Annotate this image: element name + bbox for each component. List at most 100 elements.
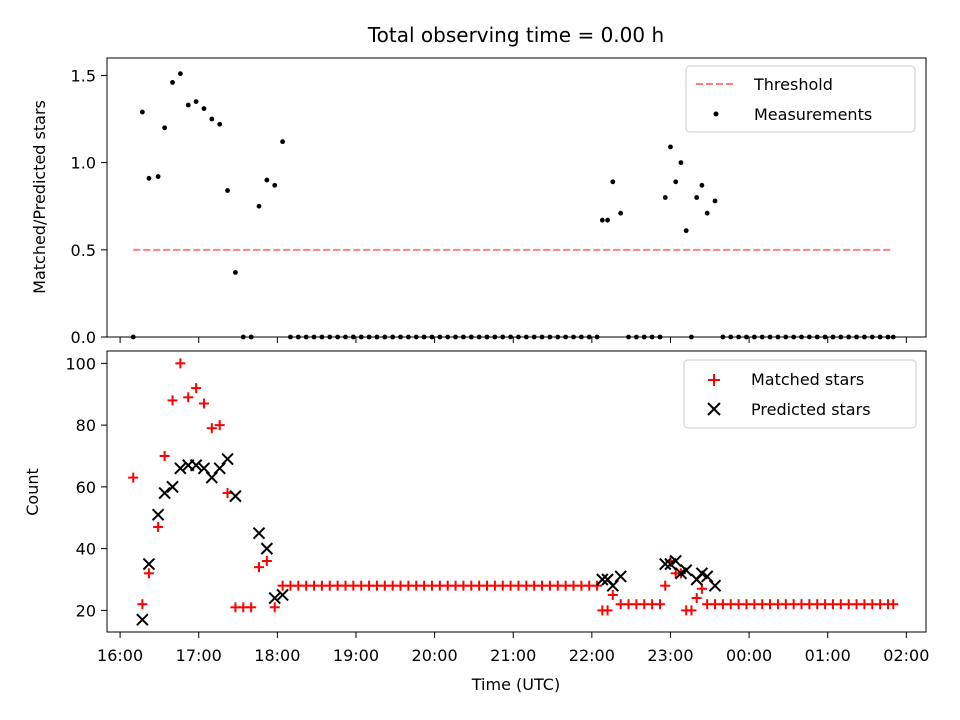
measurement-point	[673, 179, 679, 185]
measurement-points	[130, 71, 896, 340]
predicted-star-point	[596, 573, 609, 586]
measurement-point	[217, 121, 223, 127]
measurement-point	[162, 125, 168, 131]
measurement-point	[193, 99, 199, 104]
matched-star-point	[691, 593, 702, 604]
y-tick-label: 0.0	[71, 328, 96, 347]
matched-star-point	[222, 488, 233, 499]
measurement-point	[264, 177, 270, 183]
measurement-point	[280, 139, 285, 145]
measurement-point	[618, 210, 624, 216]
legend-predicted-swatch	[707, 402, 721, 416]
x-tick-label: 02:00	[883, 646, 929, 665]
top-y-axis-label: Matched/Predicted stars	[30, 100, 49, 294]
measurement-point	[668, 144, 673, 150]
matched-star-point	[167, 395, 178, 406]
y-tick-label: 1.0	[71, 154, 96, 173]
y-tick-label: 20	[76, 601, 96, 620]
measurement-point	[209, 116, 215, 122]
x-tick-label: 00:00	[726, 646, 772, 665]
y-tick-label: 80	[76, 416, 96, 435]
predicted-stars-points	[136, 452, 722, 626]
matched-star-point	[888, 599, 899, 610]
legend-matched-swatch	[708, 374, 720, 386]
matched-star-point	[254, 562, 265, 573]
measurement-point	[678, 160, 684, 166]
top-legend-box	[685, 65, 916, 133]
predicted-star-point	[158, 486, 171, 500]
x-tick-label: 01:00	[805, 646, 851, 665]
legend-matched-label: Matched stars	[751, 370, 864, 389]
x-tick-label: 21:00	[490, 646, 536, 665]
measurement-point	[605, 217, 610, 223]
measurement-point	[201, 106, 207, 111]
top-plot-frame	[106, 57, 927, 338]
matched-star-point	[159, 450, 170, 461]
matched-star-point	[128, 472, 139, 483]
x-tick-label: 19:00	[333, 646, 379, 665]
matched-star-point	[660, 580, 671, 591]
predicted-star-point	[166, 480, 179, 494]
chart-title: Total observing time = 0.00 h	[367, 23, 664, 47]
top-legend: Threshold Measurements	[685, 65, 916, 133]
predicted-star-point	[260, 542, 274, 555]
measurement-point	[712, 198, 718, 204]
predicted-star-point	[276, 588, 289, 602]
measurement-point	[683, 228, 689, 234]
measurement-point	[704, 210, 710, 216]
predicted-star-point	[679, 564, 693, 577]
predicted-star-point	[136, 613, 149, 626]
predicted-star-point	[174, 462, 187, 475]
y-tick-label: 60	[76, 478, 96, 497]
legend-threshold-label: Threshold	[753, 75, 833, 94]
predicted-star-point	[151, 508, 165, 521]
predicted-star-point	[252, 526, 266, 540]
matched-star-point	[137, 599, 148, 610]
matched-star-point	[214, 420, 225, 431]
x-tick-label: 22:00	[569, 646, 615, 665]
measurement-point	[610, 179, 616, 185]
measurement-point	[146, 175, 152, 181]
bottom-panel: 20 40 60 80 100 16:00 17:00 18:00 19:00 20:00 21:…	[23, 350, 929, 694]
matched-star-point	[175, 358, 186, 369]
x-axis-label: Time (UTC)	[471, 675, 560, 694]
predicted-star-point	[708, 579, 722, 592]
top-x-ticks	[119, 337, 907, 343]
measurement-point	[185, 102, 191, 108]
y-tick-label: 1.5	[71, 66, 96, 85]
measurement-point	[177, 71, 183, 77]
matched-star-point	[206, 423, 217, 434]
matched-star-point	[607, 589, 618, 600]
top-y-ticks: 0.0 0.5 1.0 1.5	[71, 66, 107, 347]
matched-star-point	[153, 522, 164, 533]
bottom-y-ticks: 20 40 60 80 100	[65, 354, 107, 620]
legend-measurements-label: Measurements	[754, 105, 872, 124]
measurement-point	[699, 182, 705, 188]
bottom-y-axis-label: Count	[23, 468, 42, 516]
predicted-star-point	[221, 452, 234, 466]
predicted-star-point	[229, 489, 242, 503]
matched-stars-points	[128, 358, 899, 616]
measurement-point	[662, 195, 668, 200]
measurement-point	[599, 217, 605, 223]
predicted-star-point	[659, 557, 672, 571]
x-tick-label: 18:00	[254, 646, 300, 665]
predicted-star-point	[142, 557, 156, 571]
measurement-point	[170, 80, 175, 85]
measurement-point	[694, 195, 700, 200]
predicted-star-point	[189, 459, 203, 472]
predicted-star-point	[614, 570, 627, 583]
matched-star-point	[696, 583, 707, 594]
matched-star-point	[183, 392, 194, 403]
y-tick-label: 100	[65, 354, 96, 373]
matched-star-point	[261, 555, 272, 566]
matched-star-point	[143, 568, 154, 579]
measurement-point	[272, 182, 278, 188]
matched-star-point	[246, 602, 257, 613]
measurement-point	[256, 203, 262, 209]
y-tick-label: 0.5	[71, 241, 96, 260]
matched-star-point	[198, 398, 209, 409]
x-tick-label: 20:00	[412, 646, 458, 665]
x-tick-label: 17:00	[176, 646, 222, 665]
